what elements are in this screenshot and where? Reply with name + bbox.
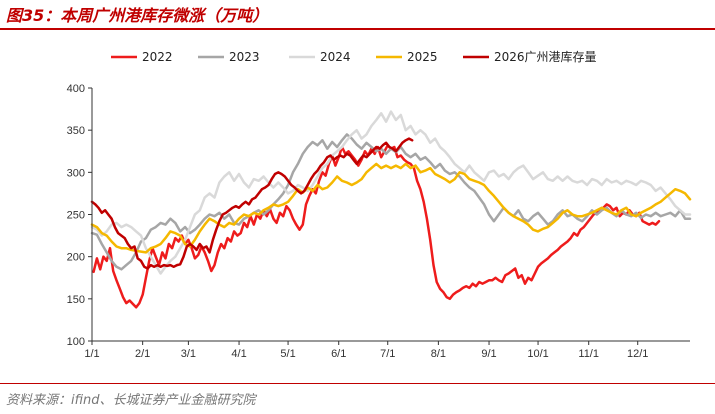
legend-label: 2024 bbox=[320, 50, 351, 64]
x-tick-label: 2/1 bbox=[135, 348, 150, 360]
x-axis: 1/1 2/1 3/1 4/1 5/1 6/1 7/1 8/1 9/1 10/1 11/1 12/1 bbox=[84, 340, 690, 360]
x-tick-label: 8/1 bbox=[431, 348, 446, 360]
series-line-2025 bbox=[90, 162, 692, 254]
legend-label: 2025 bbox=[407, 50, 438, 64]
x-tick-label: 7/1 bbox=[380, 348, 395, 360]
x-tick-label: 12/1 bbox=[627, 348, 648, 360]
footer-divider bbox=[0, 383, 715, 384]
x-tick-label: 9/1 bbox=[481, 348, 496, 360]
y-tick-label: 100 bbox=[67, 336, 85, 348]
y-axis: 100 150 200 250 300 350 400 bbox=[67, 83, 93, 348]
series-line-2026 bbox=[90, 137, 414, 270]
title-divider bbox=[0, 28, 715, 30]
plot-area bbox=[90, 110, 692, 309]
y-tick-label: 350 bbox=[67, 125, 85, 137]
x-tick-label: 10/1 bbox=[527, 348, 548, 360]
y-tick-label: 200 bbox=[67, 252, 85, 264]
legend-label: 2022 bbox=[142, 50, 173, 64]
y-tick-label: 250 bbox=[67, 210, 85, 222]
legend-label: 2026广州港库存量 bbox=[494, 49, 597, 64]
x-tick-label: 4/1 bbox=[231, 348, 246, 360]
legend-label: 2023 bbox=[229, 50, 260, 64]
y-tick-label: 300 bbox=[67, 167, 85, 179]
x-tick-label: 3/1 bbox=[181, 348, 196, 360]
y-tick-label: 400 bbox=[67, 83, 85, 95]
x-tick-label: 5/1 bbox=[280, 348, 295, 360]
x-tick-label: 11/1 bbox=[578, 348, 599, 360]
source-note: 资料来源：ifind、长城证券产业金融研究院 bbox=[6, 393, 256, 408]
y-tick-label: 150 bbox=[67, 294, 85, 306]
x-tick-label: 1/1 bbox=[84, 348, 99, 360]
figure-title: 图35：本周广州港库存微涨（万吨） bbox=[6, 6, 269, 25]
legend: 2022 2023 2024 2025 2026广州港库存量 bbox=[111, 49, 597, 64]
series-line-2024 bbox=[90, 110, 692, 275]
x-tick-label: 6/1 bbox=[331, 348, 346, 360]
series-line-2023 bbox=[90, 133, 692, 271]
